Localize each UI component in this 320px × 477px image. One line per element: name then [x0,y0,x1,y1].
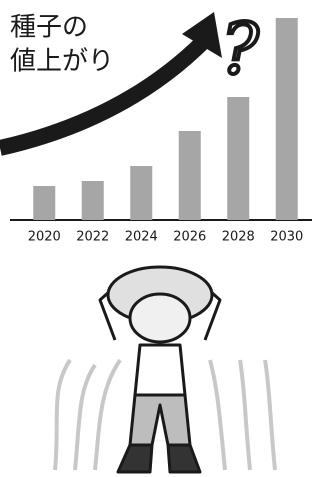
illustration: 種子の 値上がり ? 2020 2022 2024 2026 2028 2030 [0,0,319,477]
question-mark: ? [221,8,259,90]
farmer [55,267,275,472]
x-tick-label: 2024 [125,230,158,245]
bar [130,166,152,220]
bar [33,186,55,220]
bar [276,18,298,220]
x-tick-label: 2020 [28,230,61,245]
x-tick-label: 2028 [222,230,255,245]
bar [179,131,201,220]
x-tick-label: 2026 [173,230,206,245]
bar [227,97,249,220]
x-tick-label: 2030 [270,230,303,245]
title-line: 種子の [10,13,88,43]
bar [82,181,104,220]
title-line: 値上がり [10,47,114,77]
x-tick-label: 2022 [76,230,109,245]
